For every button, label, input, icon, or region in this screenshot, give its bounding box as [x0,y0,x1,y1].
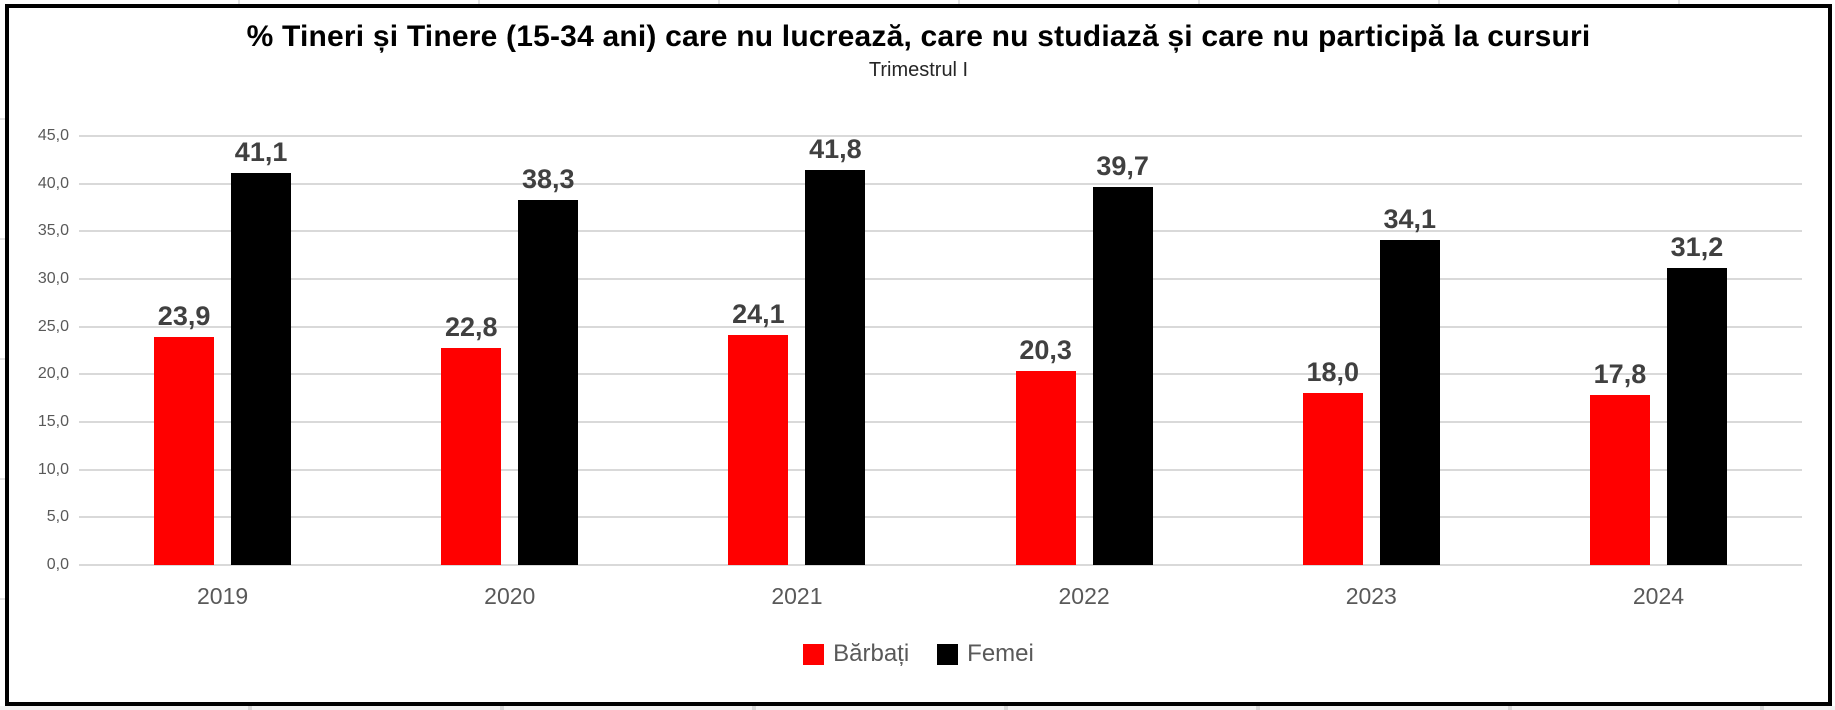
spreadsheet-bottom-edge [0,706,1835,710]
bar-wrap: 24,1 [728,136,789,565]
legend-swatch-icon [803,643,825,665]
spreadsheet-left-edge [0,0,5,710]
bar-wrap: 38,3 [518,136,579,565]
gridline [79,278,1802,281]
y-tick-label: 10,0 [37,460,69,478]
gridline [79,325,1802,328]
legend-label: Bărbați [833,640,910,667]
x-label-2024: 2024 [1632,583,1685,609]
legend-label: Femei [967,640,1034,667]
bar-femei-2024[interactable] [1666,267,1727,565]
y-tick-label: 5,0 [46,508,69,526]
bar-bărbați-2020[interactable] [441,347,502,565]
bar-bărbați-2023[interactable] [1302,393,1363,565]
gridline [79,182,1802,185]
data-label: 20,3 [1019,335,1072,366]
y-tick-label: 0,0 [46,556,69,573]
data-label: 24,1 [732,299,785,330]
data-label: 22,8 [444,311,498,342]
bar-bărbați-2024[interactable] [1589,395,1650,565]
data-label: 31,2 [1670,231,1724,262]
y-tick-label: 45,0 [37,127,69,144]
data-label: 34,1 [1383,203,1437,234]
chart-title[interactable]: % Tineri și Tinere (15-34 ani) care nu l… [246,20,1591,53]
bar-femei-2021[interactable] [805,170,866,565]
bar-group-2024: 17,8 31,2 [1515,136,1802,565]
data-label: 17,8 [1593,359,1647,390]
gridline [79,135,1802,137]
spreadsheet-top-edge [0,0,1835,4]
chart-subtitle[interactable]: Trimestrul I [868,59,969,81]
gridline [79,230,1802,233]
bar-wrap: 18,0 [1302,136,1363,565]
data-label: 39,7 [1096,150,1149,181]
bar-femei-2019[interactable] [231,173,292,565]
y-axis: 0,0 5,0 10,0 15,0 20,0 25,0 30,0 35,0 40,0 45,0 [9,127,79,573]
y-tick-label: 15,0 [37,413,69,431]
data-label: 23,9 [157,301,211,332]
legend-swatch-icon [937,643,959,665]
data-label: 18,0 [1306,357,1360,388]
bar-group-2019: 23,9 41,1 [79,136,366,565]
bar-wrap: 31,2 [1666,136,1727,565]
legend-item-bărbați[interactable]: Bărbați [803,640,909,668]
x-label-2020: 2020 [484,583,536,609]
legend-item-femei[interactable]: Femei [937,640,1034,668]
x-label-2023: 2023 [1345,583,1397,609]
y-tick-label: 25,0 [37,317,69,335]
data-label: 41,8 [809,134,862,164]
bar-wrap: 23,9 [154,136,215,565]
bar-group-2020: 22,8 38,3 [366,136,653,565]
chart-frame[interactable]: % Tineri și Tinere (15-34 ani) care nu l… [5,4,1832,706]
bar-bărbați-2019[interactable] [154,337,215,565]
x-label-2022: 2022 [1058,583,1110,609]
y-tick-label: 40,0 [37,174,69,192]
bar-femei-2023[interactable] [1379,239,1440,565]
bar-groups: 23,9 41,1 22,8 38,3 24,1 41,8 20,3 39,7 18,0 34,1… [79,136,1802,565]
legend: Bărbați Femei [9,640,1828,668]
bar-femei-2020[interactable] [518,199,579,565]
bar-wrap: 39,7 [1092,136,1153,565]
bar-femei-2022[interactable] [1092,186,1153,565]
bar-group-2022: 20,3 39,7 [941,136,1228,565]
gridline [79,468,1802,471]
bar-wrap: 17,8 [1589,136,1650,565]
gridline [79,564,1802,566]
bar-wrap: 22,8 [441,136,502,565]
plot-area: 23,9 41,1 22,8 38,3 24,1 41,8 20,3 39,7 18,0 34,1… [79,135,1802,566]
gridline [79,421,1802,424]
bar-group-2023: 18,0 34,1 [1228,136,1515,565]
bar-bărbați-2022[interactable] [1015,371,1076,565]
bar-wrap: 41,8 [805,134,866,565]
x-axis: 2019 2020 2021 2022 2023 2024 [79,583,1802,610]
bar-wrap: 34,1 [1379,136,1440,565]
y-tick-label: 30,0 [37,270,69,288]
x-label-2021: 2021 [771,583,823,609]
x-label-2019: 2019 [197,583,249,609]
plot-row: 0,0 5,0 10,0 15,0 20,0 25,0 30,0 35,0 40,0 45,0 2… [9,127,1828,573]
y-tick-label: 35,0 [37,222,69,240]
bar-wrap: 41,1 [231,136,292,565]
data-label: 38,3 [521,163,575,194]
data-label: 41,1 [234,137,288,168]
bar-group-2021: 24,1 41,8 [653,136,940,565]
gridline [79,516,1802,519]
gridline [79,373,1802,376]
bar-bărbați-2021[interactable] [728,335,789,565]
y-tick-label: 20,0 [37,365,69,383]
bar-wrap: 20,3 [1015,136,1076,565]
